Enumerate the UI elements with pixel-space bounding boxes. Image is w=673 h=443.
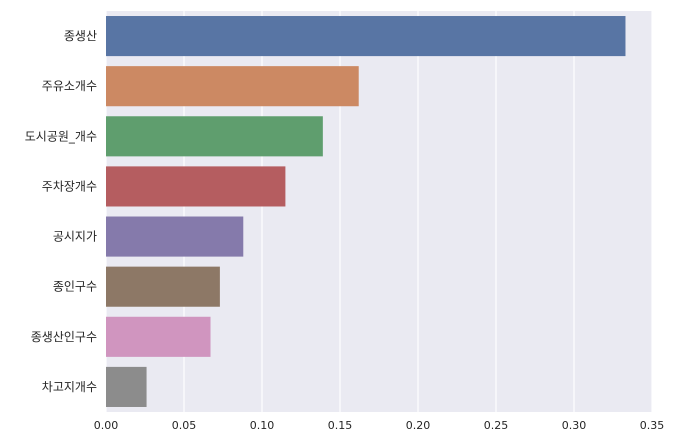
x-tick-label: 0.10 — [250, 419, 275, 432]
bar — [106, 266, 220, 307]
x-tick-label: 0.20 — [406, 419, 431, 432]
x-tick-label: 0.35 — [640, 419, 665, 432]
x-tick-label: 0.05 — [172, 419, 197, 432]
x-tick-labels: 0.00 0.05 0.10 0.15 0.20 0.25 0.30 0.35 — [94, 419, 665, 432]
category-label: 공시지가 — [53, 230, 97, 244]
bar — [106, 166, 286, 207]
category-label: 종인구수 — [53, 280, 97, 294]
bar — [106, 366, 147, 407]
bar — [106, 16, 626, 57]
bar — [106, 116, 323, 157]
bar — [106, 316, 211, 357]
category-label: 차고지개수 — [42, 380, 97, 394]
category-label: 종생산 — [64, 29, 97, 43]
category-label: 종생산인구수 — [31, 330, 97, 344]
x-tick-label: 0.25 — [484, 419, 509, 432]
x-tick-label: 0.00 — [94, 419, 119, 432]
category-label: 주차장개수 — [42, 179, 97, 193]
bar — [106, 66, 359, 107]
bar — [106, 216, 244, 257]
x-tick-label: 0.30 — [562, 419, 587, 432]
bars — [106, 16, 626, 407]
category-label: 주유소개수 — [42, 79, 97, 93]
x-tick-label: 0.15 — [328, 419, 353, 432]
category-label: 도시공원_개수 — [25, 129, 97, 143]
